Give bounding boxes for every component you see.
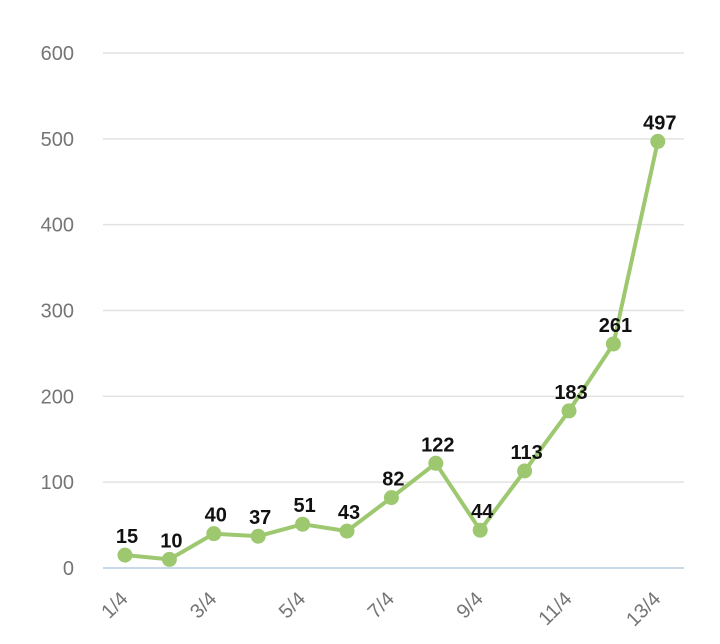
y-tick-label: 0 [63,558,74,580]
data-points [117,133,666,567]
y-tick-label: 600 [41,43,74,65]
data-label: 40 [205,505,227,527]
data-point [428,455,444,471]
data-point [295,516,311,532]
data-point [161,551,177,567]
x-tick-label: 1/4 [97,588,132,623]
data-label: 51 [293,495,315,517]
data-point [561,403,577,419]
data-point [650,133,666,149]
y-tick-label: 300 [41,301,74,323]
x-tick-label: 5/4 [275,588,310,623]
data-label: 43 [338,502,360,524]
y-tick-label: 100 [41,472,74,494]
gridlines [103,52,684,569]
data-label: 113 [510,442,542,464]
data-point [383,490,399,506]
data-label: 15 [116,526,138,548]
data-label: 497 [643,112,676,134]
data-point [206,526,222,542]
x-tick-label: 13/4 [622,588,665,631]
x-tick-label: 9/4 [453,588,488,623]
x-tick-label: 3/4 [186,588,221,623]
y-tick-label: 400 [41,215,74,237]
data-point [339,523,355,539]
x-axis-ticks: 1/4 3/4 5/4 7/4 9/4 11/4 13/4 [97,588,665,631]
data-label: 82 [382,469,404,491]
data-point [472,522,488,538]
data-point [117,547,133,563]
y-axis-ticks: 0 100 200 300 400 500 600 [41,43,74,580]
data-label: 183 [554,382,587,404]
data-label: 44 [471,501,494,523]
x-tick-label: 7/4 [364,588,399,623]
data-label: 261 [599,315,632,337]
x-tick-label: 11/4 [534,588,576,630]
data-point [250,528,266,544]
data-label: 10 [160,530,182,552]
data-point [517,463,533,479]
data-label: 122 [421,434,454,456]
data-labels: 15 10 40 37 51 43 82 122 44 113 183 261 497 [116,112,677,552]
y-tick-label: 200 [41,386,74,408]
y-tick-label: 500 [41,129,74,151]
data-label: 37 [249,507,271,529]
data-point [605,336,621,352]
